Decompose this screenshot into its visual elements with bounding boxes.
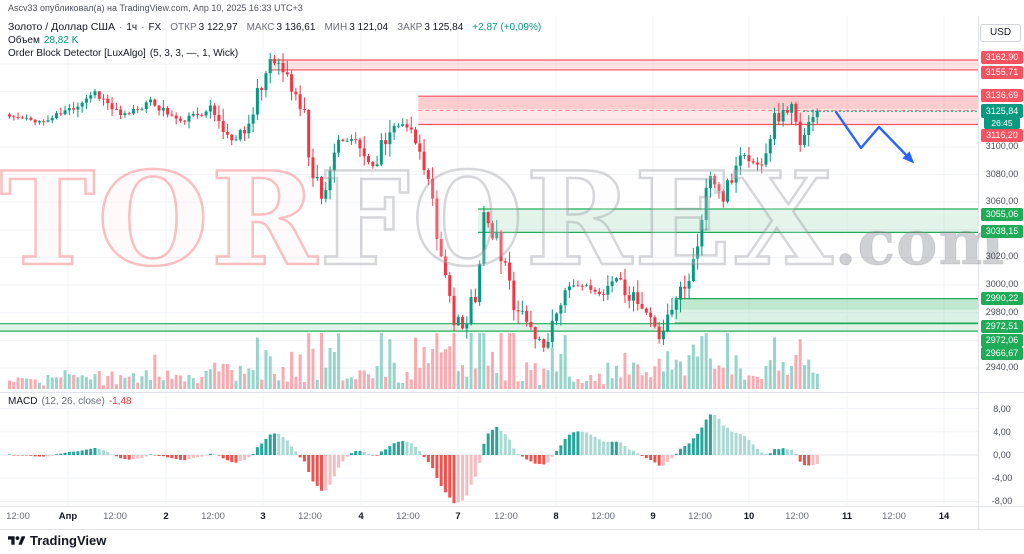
price-label-green: 3055,06 [981, 208, 1023, 221]
macd-params: (12, 26, close) [41, 396, 105, 407]
published-bar: Ascv33 опубликовал(а) на TradingView.com… [0, 0, 1024, 16]
change-value: +2,87 (+0,09%) [472, 21, 542, 33]
time-label-hour: 12:00 [785, 511, 809, 522]
time-label-hour: 12:00 [201, 511, 225, 522]
time-label-day: 3 [260, 511, 266, 522]
time-label-hour: 12:00 [688, 511, 712, 522]
price-label-red: 3155,71 [981, 65, 1023, 79]
volume-value: 28,82 K [43, 35, 79, 46]
price-label-plain: 2940,00 [985, 361, 1019, 372]
price-label-plain: 3000,00 [985, 279, 1019, 290]
indicator-name: Order Block Detector [LuxAlgo] [8, 48, 146, 59]
price-label-green: 2990,22 [981, 291, 1023, 305]
price-label-green: 2972,51 [981, 320, 1023, 334]
price-label-red: 3162,90 [981, 50, 1023, 64]
time-label-hour: 12:00 [103, 511, 127, 522]
price-label-plain: 2980,00 [985, 306, 1019, 317]
time-label-hour: 12:00 [298, 511, 322, 522]
open-value: ОТКР 3 122,97 [170, 21, 238, 33]
time-label-hour: 12:00 [591, 511, 615, 522]
time-label-day: 8 [553, 511, 559, 522]
price-label-green: 3038,15 [981, 225, 1023, 239]
time-label-day: 7 [455, 511, 461, 522]
indicator-params: (5, 3, 3, —, 1, Wick) [149, 48, 239, 59]
price-label-red: 3136,69 [981, 89, 1023, 103]
macd-axis-label: 4,00 [993, 426, 1011, 437]
currency-usd-button[interactable]: USD [980, 24, 1021, 42]
price-label-green: 2966,67 [981, 347, 1023, 361]
symbol-row[interactable]: Золото / Доллар США · 1ч · FX ОТКР 3 122,… [8, 21, 541, 33]
low-value: МИН 3 121,04 [324, 21, 389, 33]
tradingview-attribution[interactable]: TradingView [8, 533, 106, 548]
interval-label: 1ч [126, 21, 138, 33]
time-label-hour: 12:00 [882, 511, 906, 522]
price-label-current: 3125,84 [981, 104, 1023, 119]
macd-legend-row[interactable]: MACD (12, 26, close) -1,48 [8, 396, 132, 407]
time-label-day: 2 [163, 511, 169, 522]
price-label-plain: 3100,00 [985, 140, 1019, 151]
time-label-hour: 12:00 [396, 511, 420, 522]
price-label-plain: 3080,00 [985, 168, 1019, 179]
price-label-green: 2972,06 [981, 333, 1023, 347]
time-label-hour: 12:00 [6, 511, 30, 522]
tradingview-brand: TradingView [30, 533, 107, 548]
symbol-title: Золото / Доллар США [8, 21, 115, 33]
time-label-day: 4 [358, 511, 364, 522]
macd-axis-label: -4,00 [991, 473, 1013, 484]
exchange-label: FX [148, 21, 162, 33]
macd-axis-label: 8,00 [993, 403, 1011, 414]
time-label-day: 10 [743, 511, 755, 522]
time-label-day: 11 [841, 511, 853, 522]
indicator-row[interactable]: Order Block Detector [LuxAlgo] (5, 3, 3,… [8, 48, 541, 59]
price-label-plain: 3060,00 [985, 196, 1019, 207]
volume-row[interactable]: Объем 28,82 K [8, 35, 541, 46]
macd-axis-label: -8,00 [991, 496, 1013, 507]
volume-label: Объем [8, 35, 40, 46]
high-value: МАКС 3 136,61 [246, 21, 316, 33]
time-label-hour: 12:00 [494, 511, 518, 522]
separator-dot: · [141, 21, 145, 33]
macd-axis-label: 0,00 [993, 450, 1011, 460]
close-value: ЗАКР 3 125,84 [397, 21, 464, 33]
price-label-plain: 3020,00 [985, 251, 1019, 262]
time-label-day: 9 [650, 511, 656, 522]
price-label-countdown: 26:45 [984, 117, 1020, 130]
time-label-day: 14 [938, 511, 950, 522]
macd-value: -1,48 [108, 396, 132, 407]
macd-name: MACD [8, 396, 38, 407]
tradingview-logo-icon [8, 535, 25, 545]
chart-legend: Золото / Доллар США · 1ч · FX ОТКР 3 122,… [8, 21, 541, 61]
price-label-red: 3116,20 [981, 128, 1023, 142]
separator-dot: · [118, 21, 123, 33]
time-label-day: Апр [58, 511, 78, 522]
